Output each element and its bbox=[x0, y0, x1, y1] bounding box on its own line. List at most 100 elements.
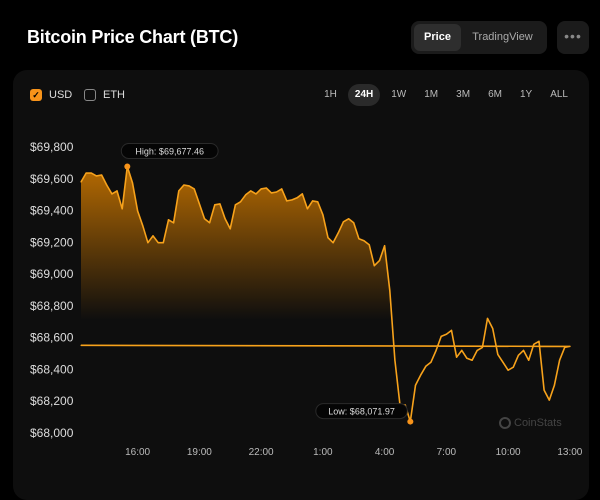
timeframe-24h[interactable]: 24H bbox=[347, 84, 381, 106]
data-point bbox=[466, 357, 468, 359]
data-point bbox=[538, 340, 540, 342]
data-point bbox=[543, 389, 545, 391]
data-point bbox=[85, 172, 87, 174]
data-point bbox=[229, 228, 231, 230]
y-tick-label: $69,000 bbox=[30, 267, 74, 281]
data-point bbox=[332, 242, 334, 244]
x-tick-label: 1:00 bbox=[313, 447, 333, 458]
x-tick-label: 4:00 bbox=[375, 447, 395, 458]
x-tick-label: 7:00 bbox=[437, 447, 457, 458]
y-tick-label: $69,600 bbox=[30, 172, 74, 186]
data-point bbox=[209, 222, 211, 224]
data-point bbox=[394, 359, 396, 361]
high-label: High: $69,677.46 bbox=[135, 146, 204, 156]
timeframe-1y[interactable]: 1Y bbox=[519, 89, 533, 100]
data-point bbox=[137, 210, 139, 212]
data-point bbox=[373, 265, 375, 267]
data-point bbox=[548, 399, 550, 401]
view-toggle: Price TradingView bbox=[411, 21, 547, 54]
coinstats-watermark: CoinStats bbox=[499, 417, 562, 429]
data-point bbox=[214, 204, 216, 206]
y-tick-label: $68,000 bbox=[30, 426, 74, 440]
data-point bbox=[80, 344, 82, 346]
data-point bbox=[528, 359, 530, 361]
data-point bbox=[245, 194, 247, 196]
data-point bbox=[384, 245, 386, 247]
data-point bbox=[167, 219, 170, 221]
data-point bbox=[337, 232, 339, 234]
watermark-text: CoinStats bbox=[514, 417, 562, 429]
data-point bbox=[358, 238, 360, 240]
eth-label: ETH bbox=[103, 89, 125, 101]
timeframe-selector: 1H 24H 1W 1M 3M 6M 1Y ALL bbox=[317, 84, 575, 106]
data-point bbox=[224, 218, 226, 220]
data-point bbox=[147, 242, 149, 244]
data-point bbox=[533, 343, 535, 345]
data-point bbox=[414, 384, 417, 386]
data-point bbox=[517, 354, 519, 356]
data-point bbox=[121, 208, 123, 210]
data-point bbox=[456, 356, 458, 358]
timeframe-1h[interactable]: 1H bbox=[324, 89, 337, 100]
y-tick-label: $69,800 bbox=[30, 140, 74, 154]
data-point bbox=[286, 200, 288, 202]
data-point bbox=[183, 184, 185, 186]
x-tick-label: 16:00 bbox=[125, 447, 150, 458]
data-point bbox=[569, 345, 571, 348]
low-label-bg bbox=[315, 403, 408, 420]
usd-label: USD bbox=[49, 89, 73, 101]
data-point bbox=[445, 333, 447, 335]
data-point bbox=[296, 197, 298, 199]
data-point bbox=[502, 361, 504, 363]
data-point bbox=[450, 329, 453, 331]
coinstats-logo-icon bbox=[499, 417, 511, 429]
timeframe-6m[interactable]: 6M bbox=[488, 89, 502, 100]
data-point bbox=[188, 185, 190, 187]
data-point bbox=[342, 221, 345, 223]
data-point bbox=[347, 218, 350, 220]
timeframe-all[interactable]: ALL bbox=[550, 89, 568, 100]
data-point bbox=[327, 237, 329, 239]
data-point bbox=[234, 204, 236, 206]
data-point bbox=[476, 349, 478, 351]
data-point bbox=[255, 193, 257, 195]
data-point bbox=[522, 349, 525, 351]
checkmark-icon: ✓ bbox=[30, 89, 42, 101]
tab-price[interactable]: Price bbox=[414, 24, 461, 51]
data-point bbox=[389, 289, 391, 292]
low-label: Low: $68,071.97 bbox=[328, 407, 395, 417]
timeframe-3m[interactable]: 3M bbox=[456, 89, 471, 100]
data-point bbox=[142, 225, 144, 227]
data-point bbox=[512, 366, 514, 368]
data-point bbox=[322, 214, 324, 216]
data-point bbox=[157, 242, 159, 244]
data-point bbox=[219, 203, 221, 205]
data-point bbox=[306, 208, 309, 210]
data-point bbox=[420, 374, 422, 376]
price-chart[interactable]: $68,000 $68,200 $68,400 $68,600 $68,800 $69,0… bbox=[0, 0, 600, 486]
data-point bbox=[131, 182, 134, 184]
x-tick-label: 13:00 bbox=[557, 447, 582, 458]
page-title: Bitcoin Price Chart (BTC) bbox=[27, 27, 239, 47]
eth-checkbox[interactable]: ETH bbox=[84, 89, 125, 101]
data-point bbox=[507, 369, 509, 371]
x-tick-label: 10:00 bbox=[496, 447, 521, 458]
data-point bbox=[368, 244, 370, 246]
tab-tradingview[interactable]: TradingView bbox=[472, 31, 533, 43]
data-point bbox=[203, 218, 206, 220]
y-tick-label: $69,400 bbox=[30, 204, 74, 218]
data-point bbox=[162, 242, 164, 244]
timeframe-1m[interactable]: 1M bbox=[424, 89, 439, 100]
data-point bbox=[378, 260, 381, 262]
x-tick-label: 22:00 bbox=[249, 447, 274, 458]
data-point bbox=[481, 346, 483, 348]
usd-checkbox[interactable]: ✓ USD bbox=[30, 89, 72, 101]
data-point bbox=[80, 181, 82, 183]
y-tick-label: $68,800 bbox=[30, 299, 74, 313]
data-point bbox=[486, 317, 489, 320]
timeframe-1w[interactable]: 1W bbox=[391, 89, 407, 100]
data-point bbox=[111, 193, 113, 195]
more-button[interactable]: ••• bbox=[557, 21, 589, 54]
data-point bbox=[435, 349, 437, 351]
data-point bbox=[471, 359, 473, 361]
